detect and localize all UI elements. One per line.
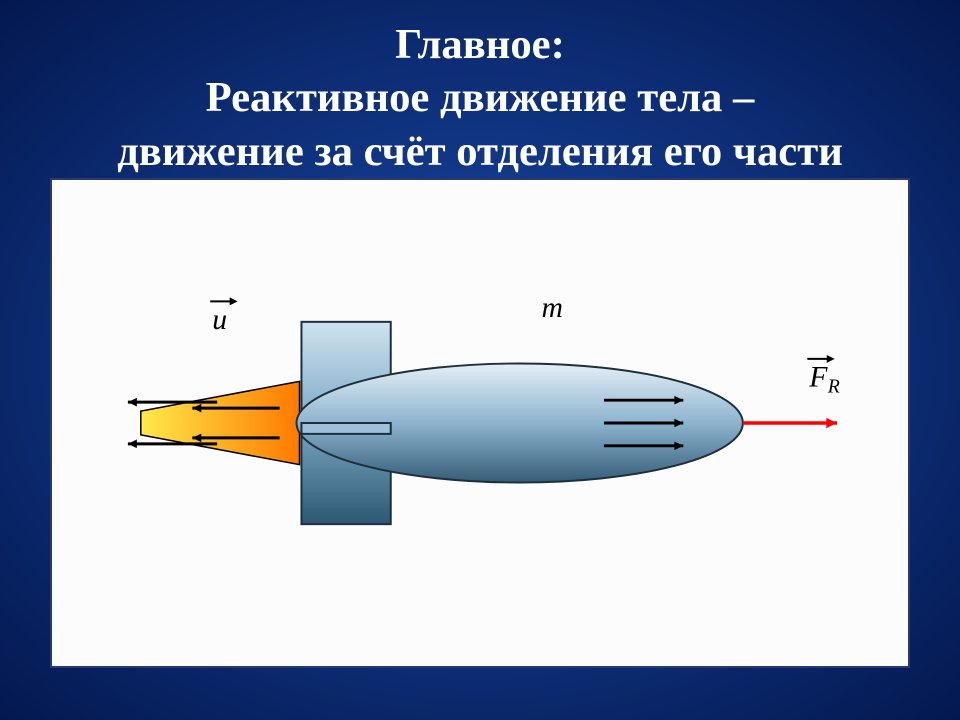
svg-text:m: m bbox=[541, 291, 563, 324]
svg-text:u: u bbox=[212, 303, 227, 336]
slide: Главное: Реактивное движение тела – движ… bbox=[0, 0, 960, 720]
title-line-2: Реактивное движение тела – bbox=[0, 71, 960, 124]
force-label: FR bbox=[807, 355, 840, 397]
title-line-1: Главное: bbox=[0, 18, 960, 71]
title-line-3: движение за счёт отделения его части bbox=[0, 125, 960, 178]
svg-text:F: F bbox=[808, 360, 828, 393]
diagram-panel: u m FR bbox=[50, 178, 910, 668]
u-vector-label: u bbox=[210, 297, 237, 335]
svg-text:R: R bbox=[827, 375, 840, 397]
mass-label: m bbox=[541, 291, 563, 324]
slide-title: Главное: Реактивное движение тела – движ… bbox=[0, 18, 960, 178]
rocket-flame bbox=[141, 381, 300, 464]
thrust-force-vector bbox=[743, 418, 837, 428]
rocket-diagram: u m FR bbox=[52, 180, 908, 666]
rocket-side-fin bbox=[301, 423, 390, 434]
